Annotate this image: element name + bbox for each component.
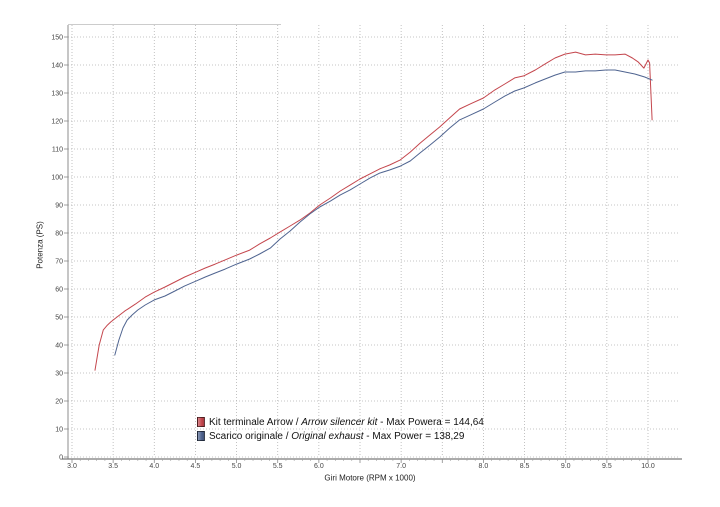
y-tick-label: 40	[55, 343, 63, 350]
legend: Kit terminale Arrow / Arrow silencer kit…	[197, 415, 484, 443]
legend-entry-arrow-silencer-kit: Kit terminale Arrow / Arrow silencer kit…	[197, 415, 484, 429]
legend-text-prefix: Scarico originale /	[209, 430, 292, 442]
y-tick-label: 140	[51, 63, 63, 70]
y-tick-label: 0	[59, 455, 63, 462]
x-tick-label: 5.0	[232, 463, 242, 470]
y-tick-label: 130	[51, 91, 63, 98]
y-tick-label: 60	[55, 287, 63, 294]
gridlines	[68, 25, 680, 458]
x-tick-label: 9.5	[602, 463, 612, 470]
legend-entry-original-exhaust: Scarico originale / Original exhaust - M…	[197, 429, 484, 443]
x-tick-label: 3.5	[108, 463, 118, 470]
y-tick-label: 30	[55, 371, 63, 378]
legend-swatch-red	[197, 417, 205, 427]
x-axis-label: Giri Motore (RPM x 1000)	[324, 473, 416, 483]
tick-labels: 0 10 20 30 40 50 60 70 80 90 100 110 120 130 140 150 3.0…	[51, 35, 655, 471]
y-tick-label: 80	[55, 231, 63, 238]
legend-text-prefix: Kit terminale Arrow /	[209, 416, 302, 428]
legend-text-italic: Original exhaust	[291, 430, 364, 442]
x-tick-label: 4.0	[149, 463, 159, 470]
x-tick-label: 8.0	[479, 463, 489, 470]
series-line-arrow-silencer-kit	[94, 51, 653, 371]
legend-text-suffix: - Max Power = 138,29	[363, 430, 465, 442]
x-tick-label: 6.0	[314, 463, 324, 470]
y-tick-label: 50	[55, 315, 63, 322]
series-lines	[94, 51, 653, 371]
y-tick-label: 110	[52, 147, 63, 154]
y-tick-label: 120	[51, 119, 63, 126]
x-tick-label: 4.5	[191, 463, 201, 470]
y-tick-label: 70	[55, 259, 63, 266]
plot-frame	[62, 24, 682, 460]
x-tick-label: 5.5	[273, 463, 283, 470]
x-tick-label: 7.0	[396, 463, 406, 470]
y-axis-label: Potenza (PS)	[35, 221, 45, 269]
x-tick-label: 9.0	[561, 463, 571, 470]
y-tick-label: 90	[55, 203, 63, 210]
y-tick-label: 20	[55, 399, 63, 406]
legend-swatch-blue	[197, 431, 205, 441]
series-line-original-exhaust	[114, 69, 653, 356]
y-tick-label: 10	[55, 427, 63, 434]
y-tick-label: 150	[51, 35, 63, 42]
axis-ticks	[64, 36, 649, 463]
y-tick-label: 100	[51, 175, 63, 182]
legend-text-suffix: - Max Powera = 144,64	[377, 416, 484, 428]
x-tick-label: 8.5	[520, 463, 530, 470]
x-tick-label: 10.0	[641, 463, 655, 470]
x-tick-label: 3.0	[67, 463, 77, 470]
legend-text-italic: Arrow silencer kit	[301, 416, 378, 428]
